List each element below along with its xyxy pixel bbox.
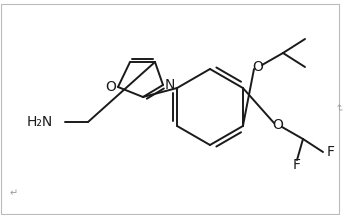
- Text: F: F: [327, 145, 335, 159]
- Text: H₂N: H₂N: [27, 115, 53, 129]
- Text: O: O: [272, 118, 283, 132]
- FancyBboxPatch shape: [1, 4, 339, 214]
- Text: O: O: [252, 60, 264, 74]
- Text: F: F: [293, 158, 301, 172]
- Text: ↵: ↵: [332, 103, 342, 111]
- Text: O: O: [106, 80, 116, 94]
- Text: ↵: ↵: [10, 188, 18, 198]
- Text: N: N: [165, 78, 175, 92]
